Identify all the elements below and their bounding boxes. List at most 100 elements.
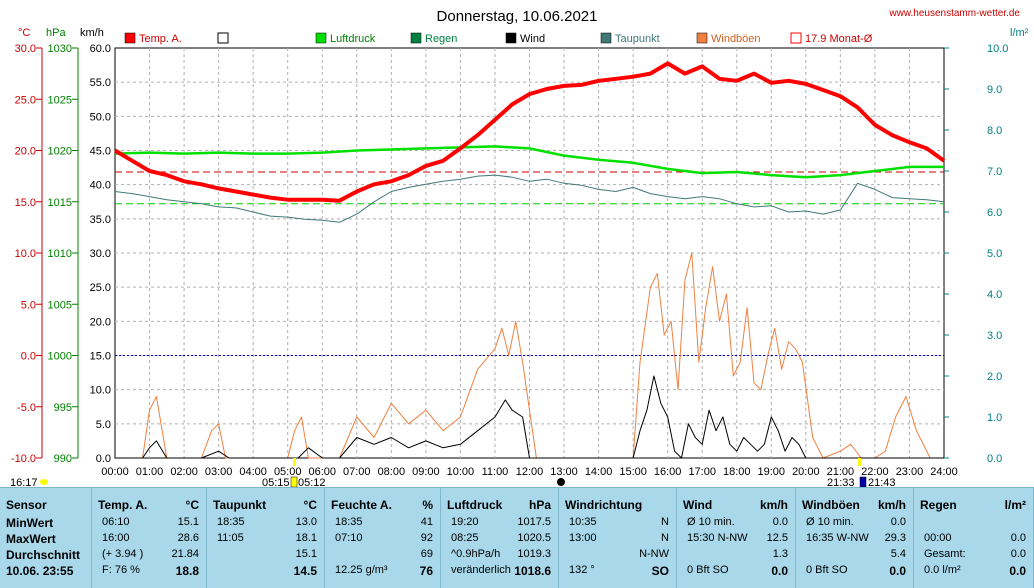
cell-label: 10:35 [569,516,597,528]
temp-unit: °C [18,27,30,39]
sunset-tick [858,458,861,466]
x-tick: 02:00 [170,466,198,478]
cell-value: 69 [420,548,433,560]
x-tick: 23:00 [896,466,924,478]
row-label: 10.06. 23:55 [6,564,74,578]
column-unit: km/h [877,498,906,512]
rain-tick: 8.0 [987,125,1002,137]
rain-tick: 1.0 [987,412,1002,424]
wind-tick: 60.0 [90,43,111,55]
cell-label: 13:00 [569,532,597,544]
cell-value: 12.5 [766,532,788,544]
website-label[interactable]: www.heusenstamm-wetter.de [888,8,1020,19]
table-column [325,488,441,588]
wind-unit: km/h [80,27,104,39]
cell-label: (+ 3.94 ) [102,548,144,560]
cell-label: 16:00 [102,532,130,544]
wind-tick: 30.0 [90,248,111,260]
legend-swatch [505,32,517,44]
temp-tick: 10.0 [15,248,36,260]
cell-value: 0.0 [772,516,788,528]
pressure-unit: hPa [46,27,66,39]
cell-label: 0 Bft SO [806,564,848,576]
pressure-tick: 1015 [48,197,72,209]
x-tick: 04:00 [239,466,267,478]
column-unit: °C [303,498,317,512]
x-tick: 24:00 [930,466,958,478]
pressure-tick: 1030 [48,43,72,55]
cell-value: SO [651,564,669,578]
legend-label: Luftdruck [330,33,376,45]
rain-tick: 3.0 [987,330,1002,342]
wind-tick: 5.0 [96,419,111,431]
stats-table: Sensor MinWert MaxWert Durchschnitt 10.06. 2… [0,487,1034,588]
rain-tick: 7.0 [987,166,1002,178]
rain-tick: 9.0 [987,84,1002,96]
sunrise-time-2: 05:12 [298,477,326,487]
x-tick: 18:00 [723,466,751,478]
temp-tick: 20.0 [15,146,36,158]
pressure-tick: 1020 [48,146,72,158]
x-tick: 17:00 [688,466,716,478]
legend-label: Taupunkt [615,33,660,45]
wind-tick: 25.0 [90,282,111,294]
table-column [796,488,914,588]
pressure-tick: 990 [54,453,72,465]
x-tick: 13:00 [550,466,578,478]
cell-value: 76 [419,564,433,578]
cell-value: 28.6 [177,532,199,544]
column-unit: km/h [759,498,788,512]
legend-label: Wind [520,33,545,45]
cell-value: 41 [420,516,433,528]
cell-label: 19:20 [451,516,479,528]
temp-tick: -10.0 [11,453,36,465]
cell-label: 132 ° [569,564,595,576]
cell-label: 12.25 g/m³ [335,564,388,576]
wind-tick: 50.0 [90,111,111,123]
column-unit: °C [185,498,199,512]
cell-value: 15.1 [177,516,199,528]
column-title: Luftdruck [447,498,503,512]
reference-lines [115,171,944,356]
cell-value: 21.84 [171,548,199,560]
cell-label: 11:05 [217,532,244,544]
cell-value: 1.3 [772,548,788,560]
x-tick: 01:00 [136,466,164,478]
x-tick: 06:00 [308,466,336,478]
cell-label: F: 76 % [102,564,140,576]
legend-label: Windböen [711,33,761,45]
cell-label: 18:35 [335,516,363,528]
temp-tick: 15.0 [15,197,36,209]
wind-tick: 55.0 [90,77,111,89]
x-tick: 14:00 [585,466,613,478]
cell-value: N-NW [639,548,669,560]
x-tick: 00:00 [101,466,129,478]
x-tick: 15:00 [619,466,647,478]
wind-tick: 40.0 [90,180,111,192]
legend-swatch [696,32,708,44]
pressure-tick: 1000 [48,351,72,363]
cell-label: veränderlich [451,564,511,576]
legend-swatch [124,32,136,44]
series-line-wind [115,375,944,459]
x-tick: 09:00 [412,466,440,478]
cell-value: 29.3 [884,532,906,544]
legend-swatch [315,32,327,44]
cell-value: N [661,532,669,544]
cell-value: 0.0 [1009,564,1026,578]
x-tick: 19:00 [758,466,786,478]
cell-value: 0.0 [1010,548,1026,560]
cell-value: 1018.6 [514,564,551,578]
pressure-tick: 995 [54,402,72,414]
cell-value: 18.8 [175,564,199,578]
rain-tick: 0.0 [987,453,1002,465]
column-title: Temp. A. [98,498,148,512]
weather-chart: Donnerstag, 10.06.2021 www.heusenstamm-w… [10,8,1029,487]
x-tick: 20:00 [792,466,820,478]
legend-swatch [217,32,229,44]
cell-label: 0 Bft SO [687,564,729,576]
series-line-temp-a- [113,61,946,203]
legend-swatch [410,32,422,44]
rain-tick: 4.0 [987,289,1002,301]
column-title: Windrichtung [565,498,643,512]
